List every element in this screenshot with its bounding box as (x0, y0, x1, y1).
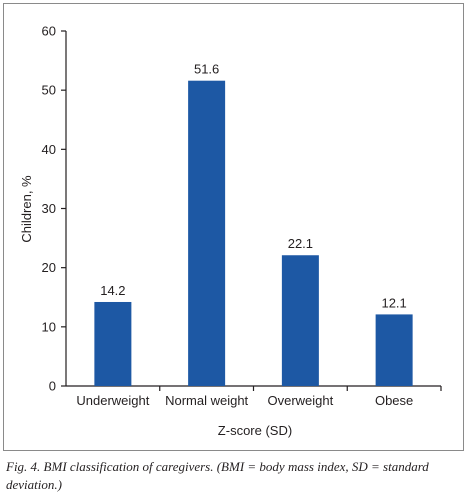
bar (281, 255, 319, 386)
figure-frame (3, 3, 464, 451)
y-tick-label: 60 (42, 24, 56, 39)
bar-value-label: 14.2 (100, 283, 125, 298)
y-tick-label: 20 (42, 260, 56, 275)
bar (188, 80, 226, 386)
bar (375, 314, 413, 386)
category-label: Overweight (268, 393, 334, 408)
category-labels: Underweight Normal weight Overweight Obese (76, 393, 413, 408)
bar-value-label: 12.1 (381, 295, 406, 310)
x-axis-label: Z-score (SD) (218, 423, 292, 438)
bars (94, 80, 413, 386)
y-tick-label: 30 (42, 201, 56, 216)
figure-caption: Fig. 4. BMI classification of caregivers… (6, 459, 429, 492)
y-tick-label: 40 (42, 142, 56, 157)
bar (94, 301, 132, 386)
bar-value-labels: 14.2 51.6 22.1 12.1 (100, 62, 407, 311)
y-tick-label: 0 (49, 379, 56, 394)
bar-chart: 0 10 20 30 40 50 60 14.2 51.6 22.1 12.1 Underweig… (19, 24, 442, 438)
category-label: Normal weight (165, 393, 248, 408)
bar-value-label: 51.6 (194, 62, 219, 77)
y-axis-label: Children, % (19, 175, 34, 243)
y-tick-label: 50 (42, 83, 56, 98)
y-axis: 0 10 20 30 40 50 60 (42, 24, 67, 394)
y-tick-label: 10 (42, 319, 56, 334)
category-label: Underweight (76, 393, 149, 408)
bar-value-label: 22.1 (288, 236, 313, 251)
x-axis (66, 385, 442, 391)
category-label: Obese (375, 393, 413, 408)
